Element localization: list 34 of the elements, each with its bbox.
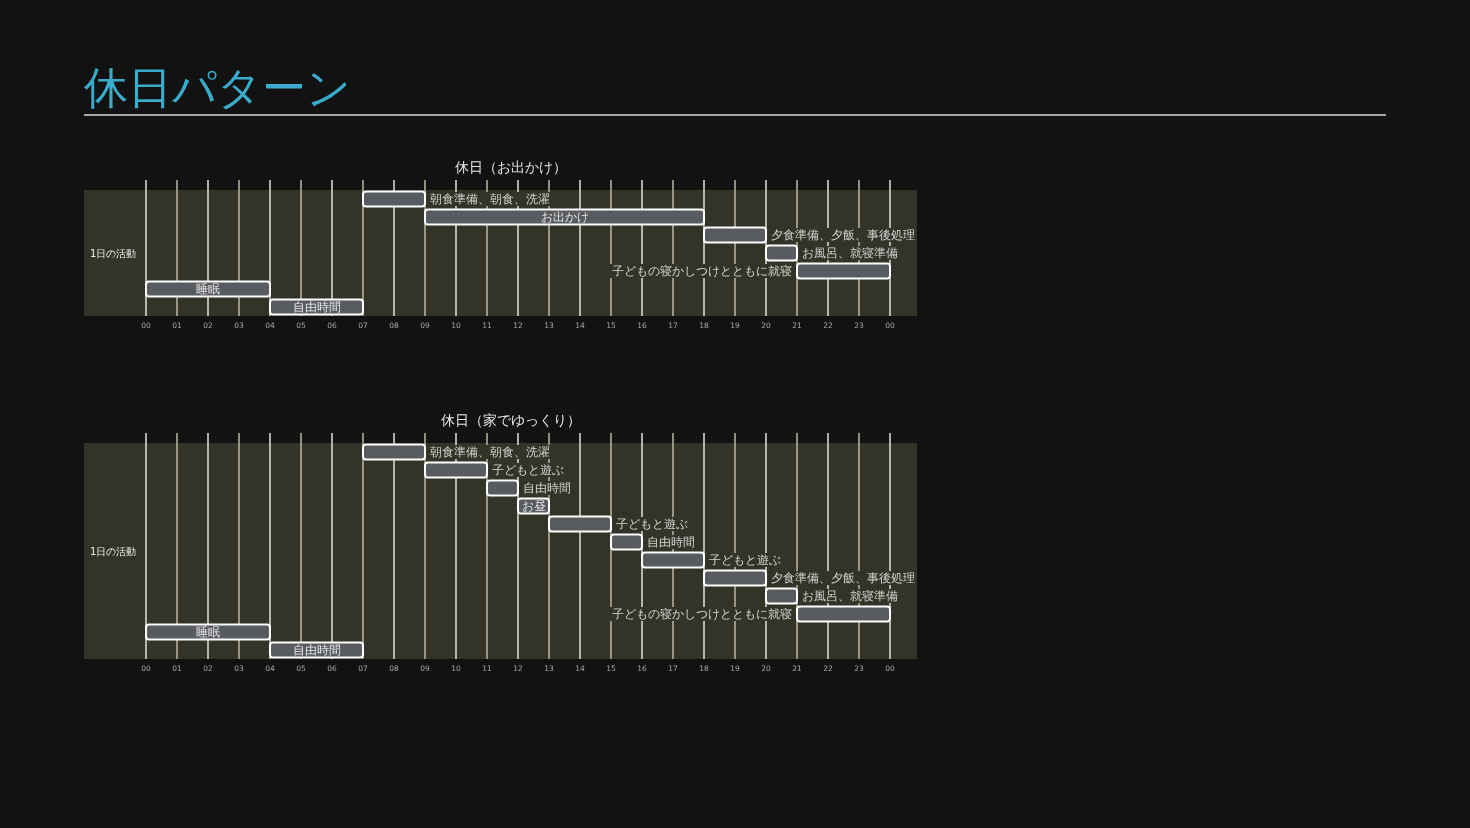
- bar: [486, 479, 519, 497]
- y-tick-label: 子どもと遊ぶ: [616, 517, 688, 532]
- chart-title: 休日（家でゆっくり）: [440, 412, 581, 428]
- y-tick-label: 自由時間: [292, 643, 341, 658]
- y-tick-label: 自由時間: [292, 300, 341, 315]
- bar: [703, 226, 767, 244]
- y-tick-label: お風呂、就寝準備: [802, 246, 898, 261]
- bar: [641, 551, 705, 569]
- text: 休日パターン: [84, 62, 351, 113]
- bar: [610, 533, 643, 551]
- bar: [424, 208, 705, 226]
- y-tick-label: 子どもの寝かしつけとともに就寝: [612, 607, 792, 622]
- bar: [362, 443, 426, 461]
- y-tick-label: 朝食準備、朝食、洗濯: [430, 192, 550, 207]
- y-tick-label: お出かけ: [540, 210, 589, 225]
- y-tick-label: 夕食準備、夕飯、事後処理: [771, 571, 915, 586]
- y-tick-label: 夕食準備、夕飯、事後処理: [771, 228, 915, 243]
- chart-title: 休日（お出かけ）: [454, 159, 567, 175]
- y-axis-title: 1日の活動: [90, 248, 137, 259]
- bar: [362, 190, 426, 208]
- y-tick-label: お昼: [521, 499, 546, 514]
- y-tick-label: 子どもの寝かしつけとともに就寝: [612, 264, 792, 279]
- y-tick-label: 睡眠: [196, 625, 220, 640]
- y-tick-label: 子どもと遊ぶ: [709, 553, 781, 568]
- bar: [765, 244, 798, 262]
- y-tick-label: お風呂、就寝準備: [802, 589, 898, 604]
- y-tick-label: 子どもと遊ぶ: [492, 463, 564, 478]
- bar: [548, 515, 612, 533]
- y-axis-title: 1日の活動: [90, 546, 137, 557]
- y-tick-label: 自由時間: [647, 535, 695, 550]
- bar: [765, 587, 798, 605]
- y-tick-label: 朝食準備、朝食、洗濯: [430, 445, 550, 460]
- y-tick-label: 睡眠: [196, 282, 220, 297]
- y-tick-label: 自由時間: [523, 481, 571, 496]
